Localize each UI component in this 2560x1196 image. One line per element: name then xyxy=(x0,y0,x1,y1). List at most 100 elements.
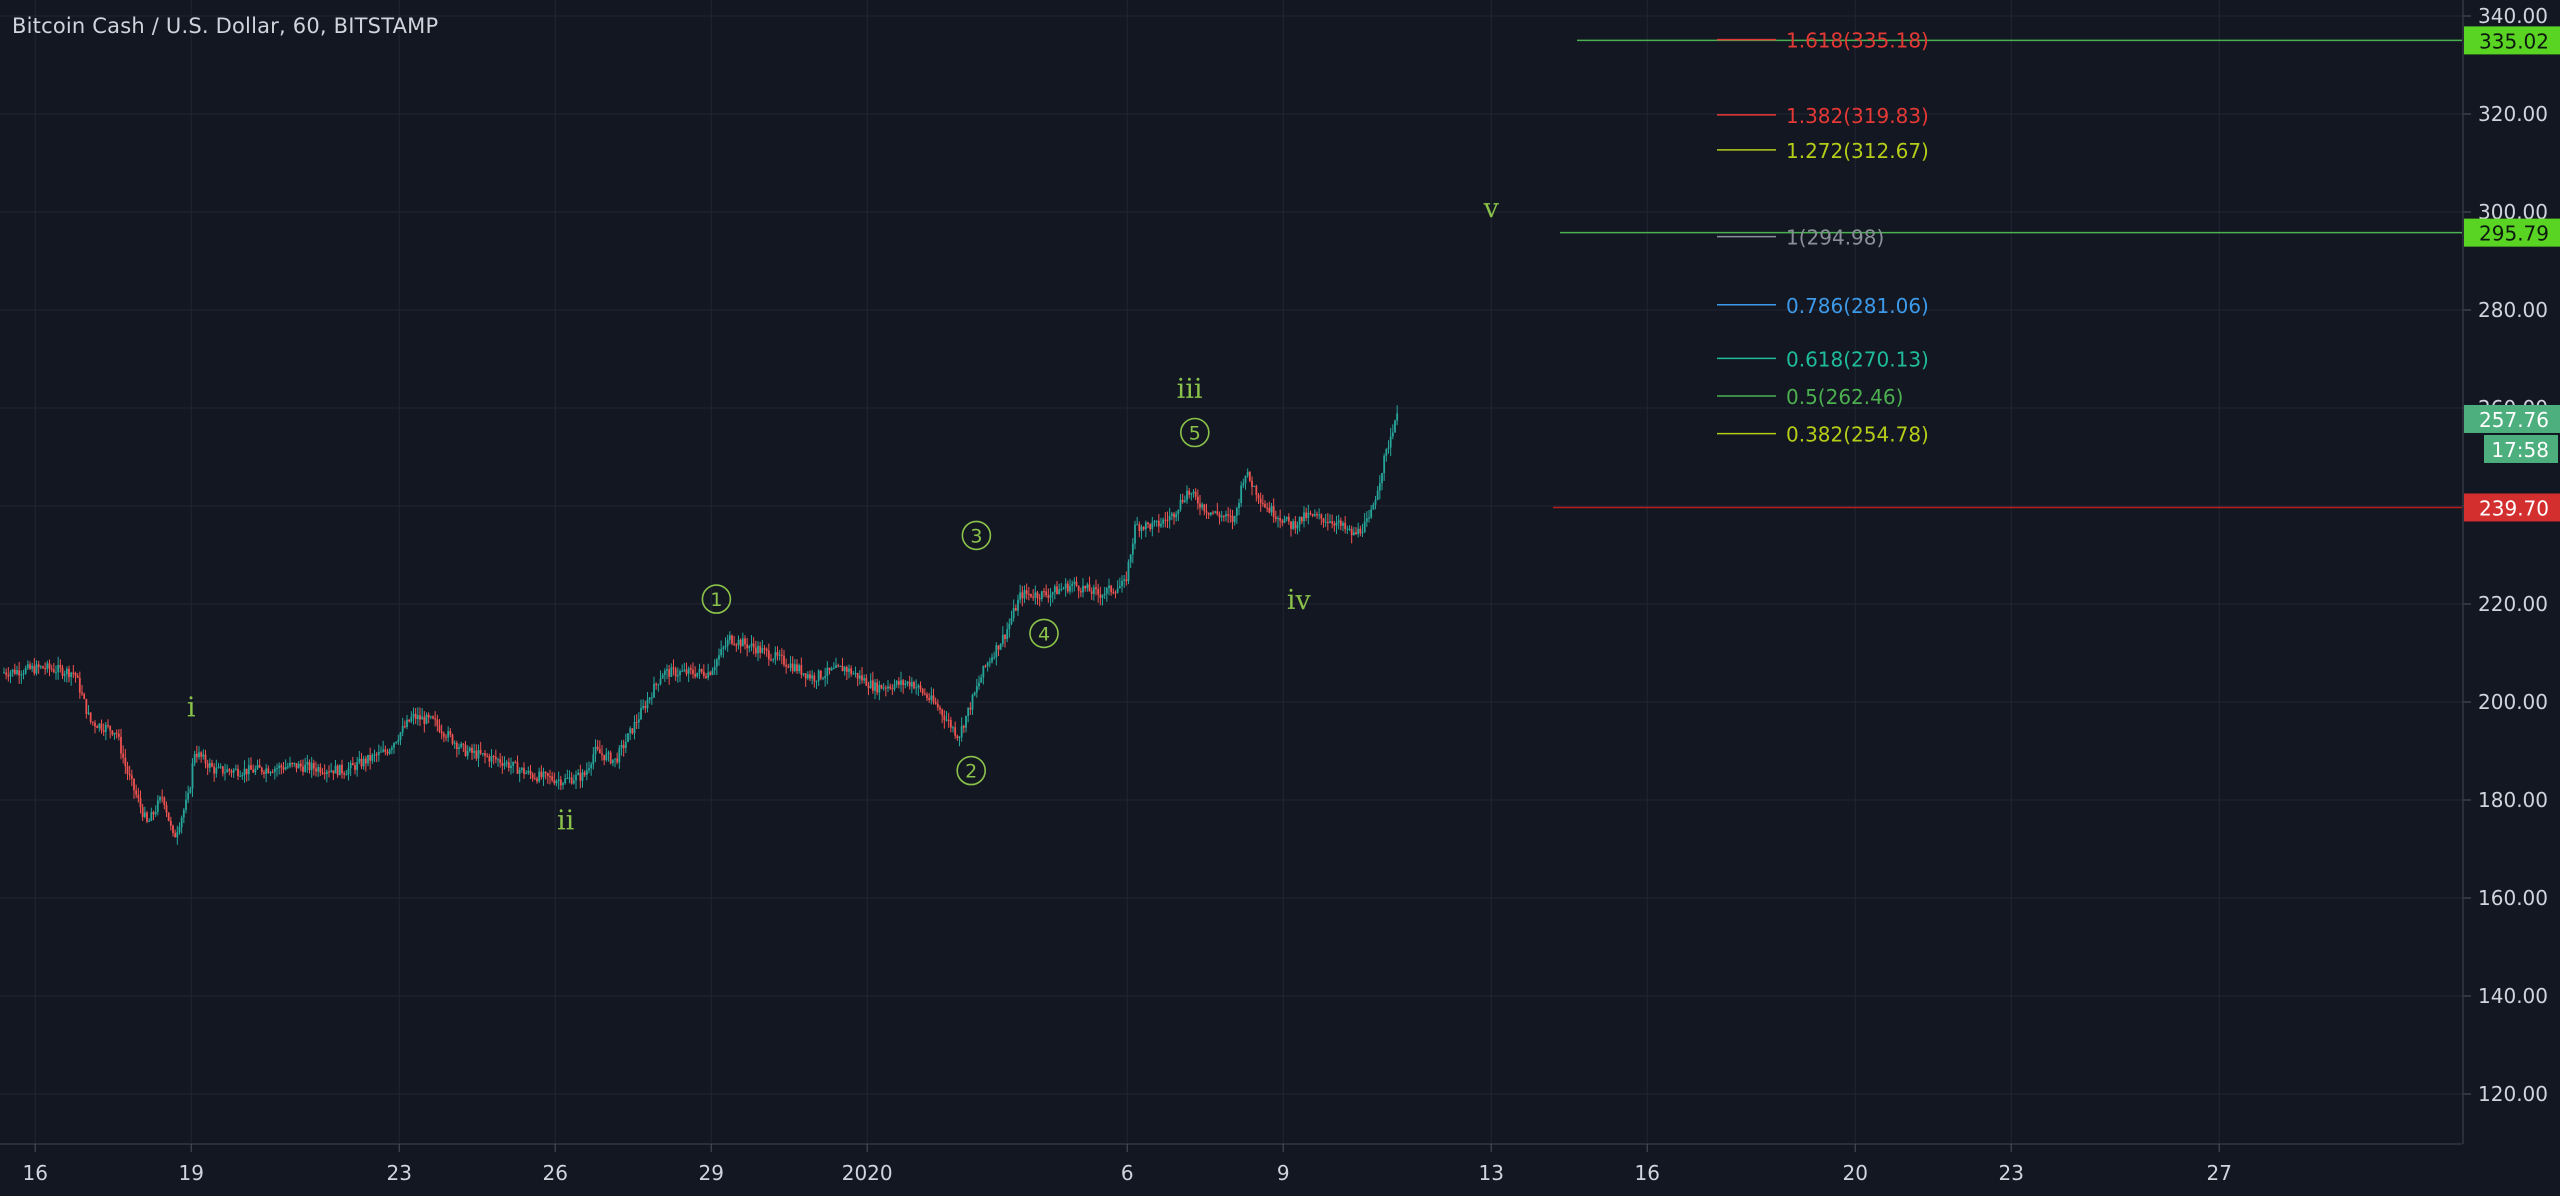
candle-body xyxy=(943,715,946,721)
wave-major-label[interactable]: i xyxy=(187,693,196,724)
candle-body xyxy=(523,767,525,774)
wave-minor-label[interactable]: 5 xyxy=(1189,423,1201,445)
candle-body xyxy=(61,667,64,676)
candle-body xyxy=(143,812,146,817)
candle-body xyxy=(265,768,268,774)
price-tick-label: 200.00 xyxy=(2478,690,2548,714)
candle-body xyxy=(312,763,315,769)
candle-body xyxy=(1058,589,1061,595)
candle-body xyxy=(1242,483,1245,486)
candle-body xyxy=(1105,588,1108,594)
candle-body xyxy=(763,648,766,650)
wave-minor-label[interactable]: 2 xyxy=(965,761,977,783)
target-price-badge[interactable] xyxy=(2464,26,2560,55)
candle-body xyxy=(284,766,287,770)
candle-body xyxy=(728,635,731,640)
candle-body xyxy=(549,776,551,778)
candle-body xyxy=(414,713,417,719)
candle-body xyxy=(453,742,456,744)
wave-major-label[interactable]: iii xyxy=(1177,374,1203,405)
candle-body xyxy=(1359,528,1362,534)
wave-major-label[interactable]: iv xyxy=(1287,585,1312,616)
time-tick-label: 13 xyxy=(1478,1161,1503,1185)
wave-minor-label[interactable]: 4 xyxy=(1038,623,1050,645)
candle-body xyxy=(798,665,801,672)
candle-body xyxy=(1255,486,1258,495)
candle-body xyxy=(364,758,367,764)
candle-body xyxy=(1196,496,1199,504)
fib-level-label: 0.786(281.06) xyxy=(1786,294,1929,318)
candle-body xyxy=(774,652,777,660)
candle-body xyxy=(657,684,660,686)
target-price-badge[interactable] xyxy=(2464,218,2560,247)
candle-body xyxy=(174,833,177,838)
candle-body xyxy=(133,778,135,791)
candle-body xyxy=(527,770,530,773)
candle-body xyxy=(646,699,649,709)
candle-body xyxy=(962,726,965,728)
candle-body xyxy=(614,758,616,760)
candle-body xyxy=(466,750,469,756)
candle-body xyxy=(856,672,859,679)
candle-body xyxy=(672,667,675,669)
candle-body xyxy=(568,777,571,779)
candle-body xyxy=(141,807,144,817)
candle-body xyxy=(702,671,705,677)
candle-body xyxy=(1166,519,1169,521)
candle-body xyxy=(371,754,374,761)
candle-body xyxy=(897,681,900,685)
candle-body xyxy=(748,645,751,649)
candle-body xyxy=(1222,515,1225,517)
candle-body xyxy=(622,744,625,748)
candle-body xyxy=(139,798,142,808)
last-price-badge[interactable] xyxy=(2464,404,2560,433)
candle-body xyxy=(13,669,16,674)
candle-body xyxy=(722,647,725,650)
candle-body xyxy=(109,725,112,731)
time-axis[interactable]: 16 19 23 26 29 2020 6 9 13 16 20 23 27 xyxy=(0,1143,2462,1185)
price-axis[interactable]: 120.00140.00160.00180.00200.00220.00240.… xyxy=(2462,0,2560,1144)
candle-body xyxy=(906,681,909,684)
wave-major-label[interactable]: v xyxy=(1483,193,1500,224)
last-price-badge-label: 257.76 xyxy=(2479,408,2549,432)
candle-body xyxy=(861,675,863,681)
candle-body xyxy=(1134,524,1136,544)
candle-body xyxy=(172,825,174,834)
candle-body xyxy=(1099,594,1102,598)
candle-body xyxy=(163,797,166,806)
candle-body xyxy=(293,763,296,765)
candle-body xyxy=(436,719,439,726)
candle-body xyxy=(1368,517,1370,519)
candle-body xyxy=(663,670,666,675)
wave-major-label[interactable]: ii xyxy=(557,805,575,836)
candle-body xyxy=(557,779,560,781)
wave-minor-label[interactable]: 3 xyxy=(970,525,982,547)
candle-body xyxy=(1270,506,1273,513)
fibonacci-extension[interactable]: 1.618(335.18) 1.382(319.83) 1.272(312.67) 1… xyxy=(1717,29,1929,447)
candle-body xyxy=(377,751,380,756)
candle-body xyxy=(325,771,328,775)
candle-body xyxy=(564,778,567,784)
candle-body xyxy=(975,686,978,693)
candle-body xyxy=(603,754,606,761)
candle-body xyxy=(835,665,837,669)
candle-body xyxy=(1238,503,1240,509)
candle-body xyxy=(1287,516,1290,522)
candle-body xyxy=(44,668,47,670)
candle-body xyxy=(767,650,770,660)
candle-body xyxy=(68,668,70,678)
wave-minor-label[interactable]: 1 xyxy=(710,589,722,611)
candle-body xyxy=(1177,509,1180,514)
candle-body xyxy=(696,672,699,677)
horizontal-levels[interactable] xyxy=(1553,39,2462,509)
candle-body xyxy=(726,639,729,646)
candle-body xyxy=(579,772,582,781)
candle-body xyxy=(913,682,915,689)
candle-body xyxy=(291,763,294,765)
candle-body xyxy=(241,775,244,777)
support-price-badge[interactable] xyxy=(2464,493,2560,522)
candle-body xyxy=(83,694,86,699)
candle-body xyxy=(486,755,489,757)
